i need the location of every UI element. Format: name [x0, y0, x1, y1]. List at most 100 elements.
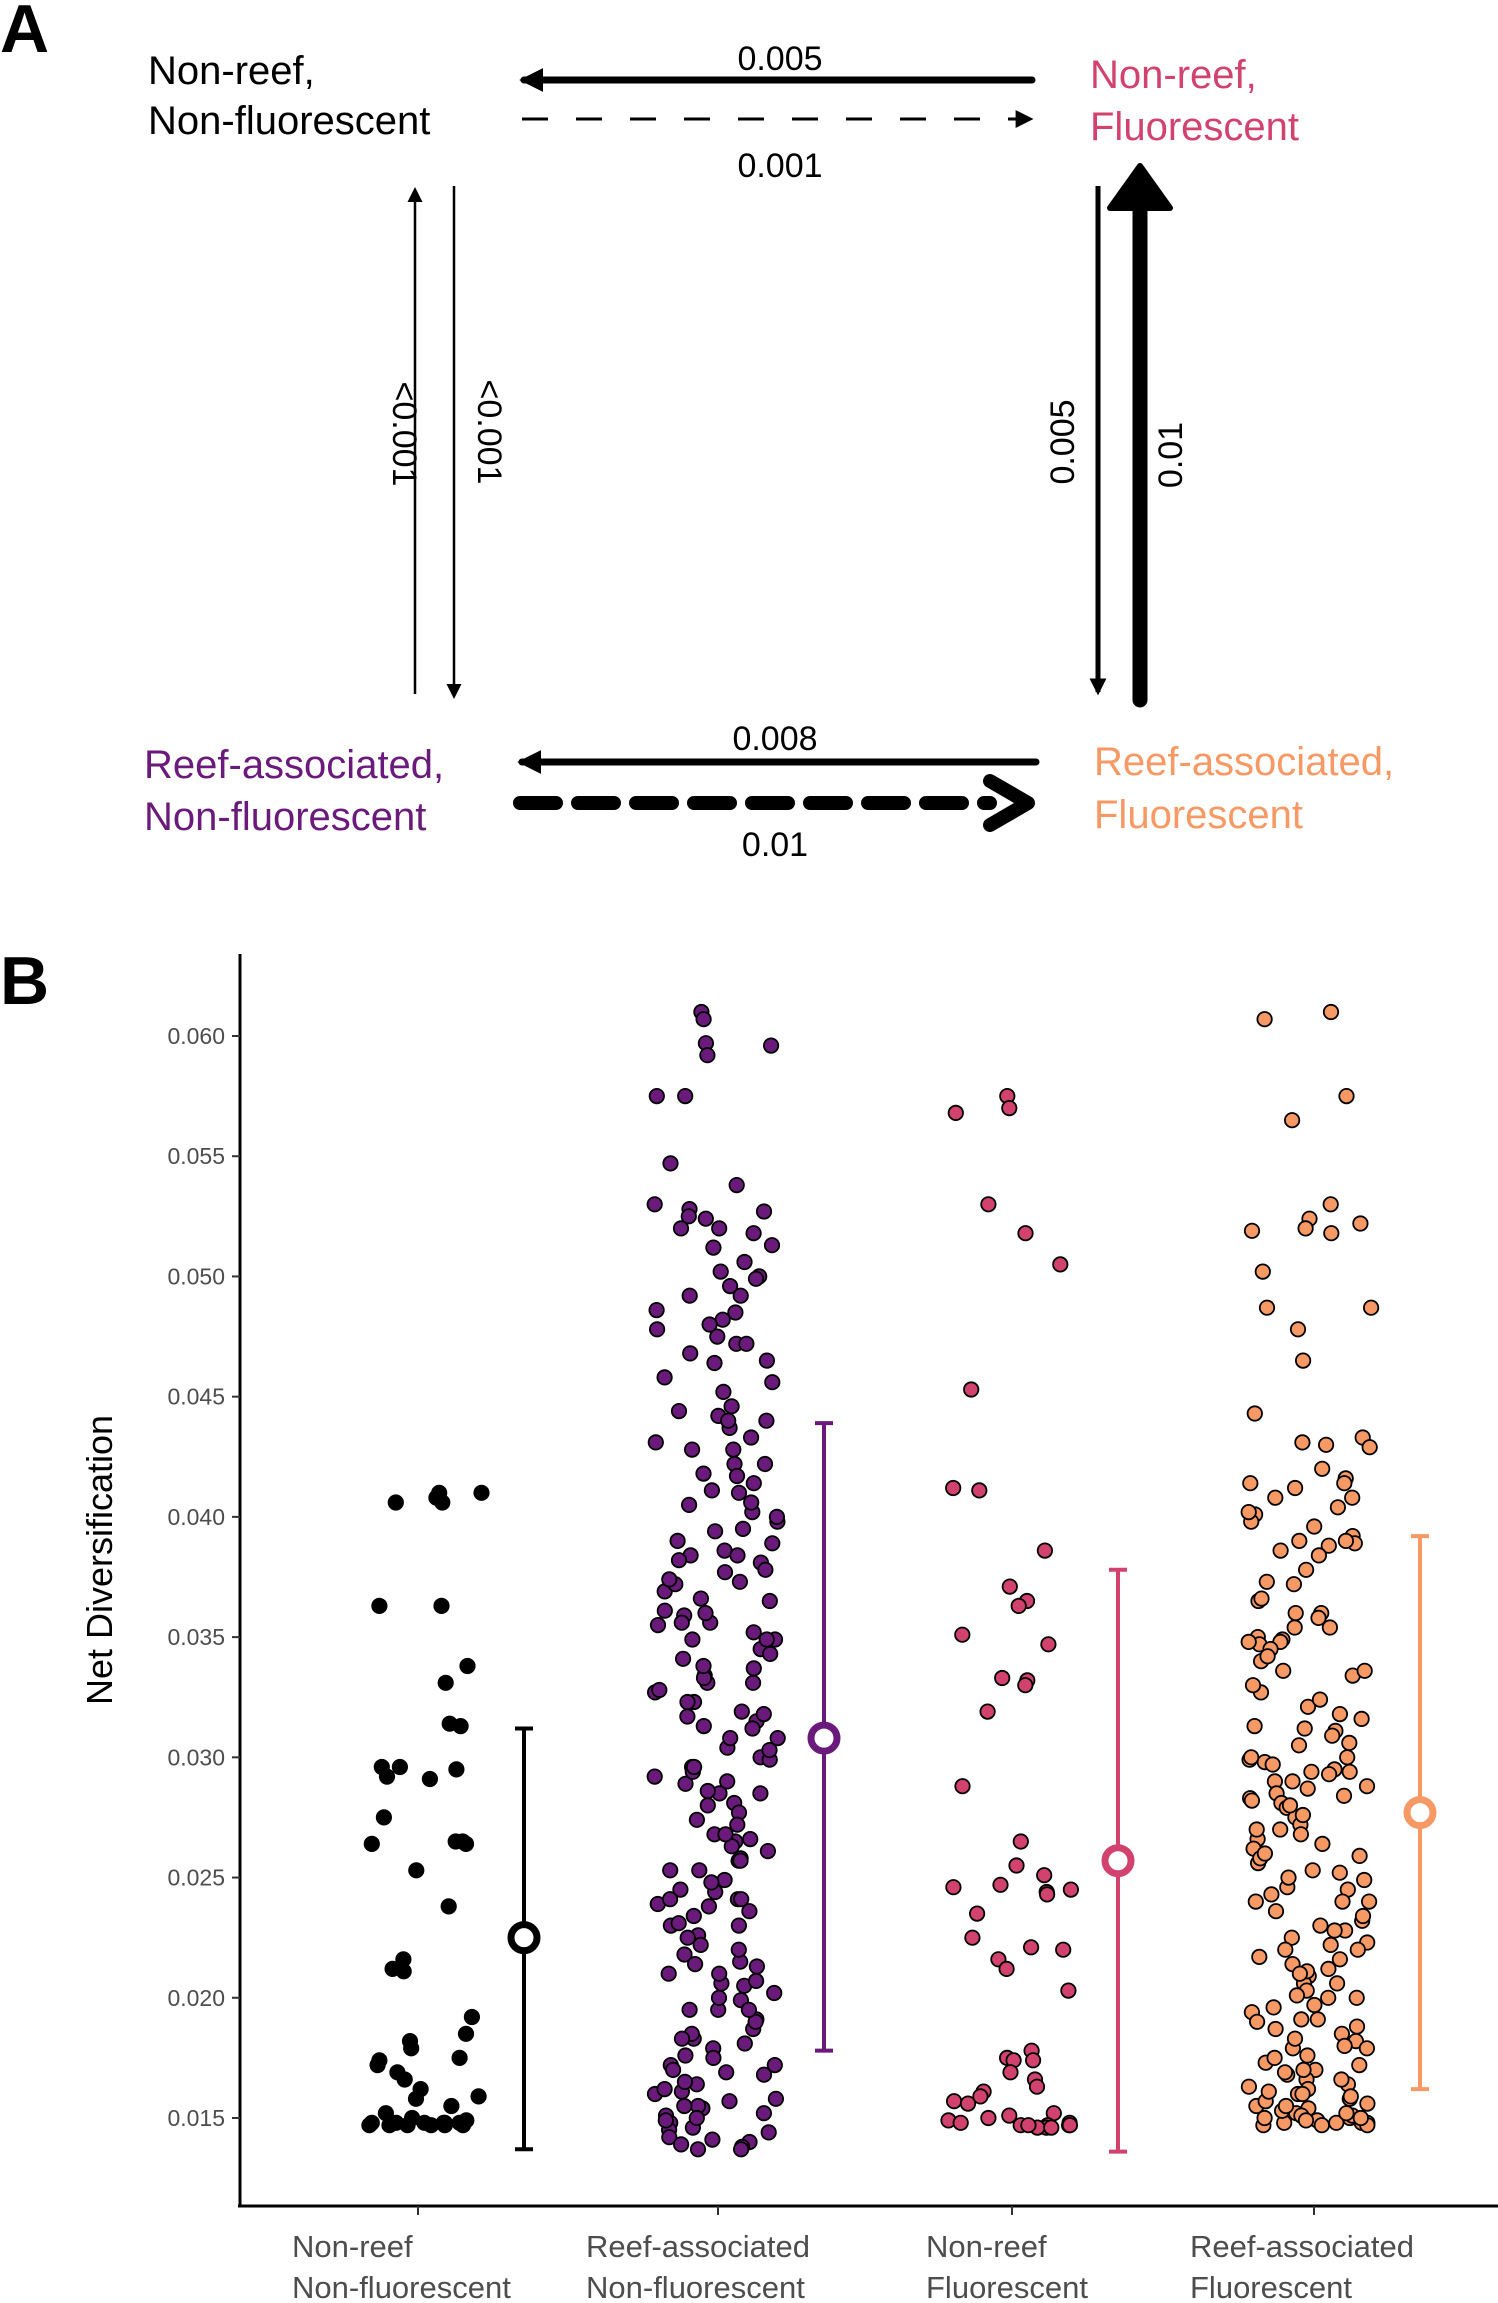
data-point: [1338, 1088, 1355, 1105]
data-point: [1258, 1299, 1276, 1316]
data-point: [769, 1730, 786, 1747]
data-point: [1017, 1677, 1034, 1694]
data-point: [1272, 1821, 1289, 1838]
data-point: [722, 1730, 739, 1747]
data-point: [747, 2013, 764, 2030]
data-point: [945, 1479, 962, 1497]
data-point: [980, 1196, 997, 1213]
data-point: [963, 1381, 980, 1398]
data-point: [672, 2136, 690, 2153]
data-point: [1288, 1987, 1306, 2004]
data-point: [448, 1761, 465, 1778]
data-point: [1036, 1542, 1054, 1559]
data-point: [1297, 2112, 1315, 2129]
data-point: [752, 1785, 769, 1802]
data-point: [716, 1564, 734, 1581]
data-point: [1331, 1706, 1349, 1723]
data-point: [1348, 1989, 1365, 2006]
summary-errorbar: [507, 1726, 541, 2152]
data-point: [695, 1718, 712, 1735]
data-point: [764, 1535, 781, 1552]
data-point: [440, 1898, 457, 1915]
data-point: [709, 1328, 726, 1345]
data-point: [717, 1826, 734, 1843]
data-point: [662, 1155, 679, 1172]
data-point: [1296, 1720, 1313, 1737]
data-point: [766, 1984, 783, 2002]
data-point: [1351, 2057, 1368, 2074]
data-point: [1272, 1542, 1289, 1559]
data-point: [661, 1891, 679, 1908]
data-point: [747, 1270, 765, 1287]
data-point: [1258, 1573, 1275, 1590]
data-point: [757, 1561, 774, 1578]
data-point: [408, 1862, 425, 1879]
data-point: [378, 1768, 396, 1785]
data-point: [1040, 1636, 1057, 1653]
data-point: [1299, 2047, 1316, 2064]
data-point: [755, 1203, 773, 1220]
data-point: [745, 1225, 762, 1242]
data-point: [763, 1237, 781, 1254]
data-point: [743, 1494, 760, 1511]
data-point: [979, 1703, 996, 1720]
data-point: [761, 1742, 778, 1759]
data-point: [736, 2035, 753, 2052]
data-point: [680, 1496, 698, 1514]
data-point: [1243, 1792, 1261, 1809]
data-point: [1010, 1597, 1027, 1615]
data-point: [1323, 1225, 1340, 1242]
data-point: [1256, 2109, 1273, 2127]
data-point: [692, 1936, 709, 1954]
data-point: [670, 1552, 688, 1569]
data-point: [1281, 1797, 1299, 1814]
data-point: [699, 1782, 716, 1800]
x-tick-label-line2: Non-fluorescent: [586, 2270, 805, 2303]
data-point: [1289, 1321, 1307, 1338]
data-point: [1266, 2049, 1283, 2066]
data-point: [679, 1693, 696, 1711]
data-point: [1253, 1590, 1270, 1607]
data-point: [1286, 2030, 1304, 2047]
data-point: [1334, 1893, 1351, 1910]
data-point: [1341, 1734, 1358, 1752]
data-point: [375, 1809, 392, 1826]
data-point: [733, 1891, 750, 1908]
data-point: [745, 1624, 762, 1641]
data-point: [1055, 1941, 1072, 1958]
data-point: [391, 1758, 408, 1776]
data-point: [1331, 1864, 1348, 1881]
data-point: [734, 1520, 752, 1538]
data-point: [720, 1412, 737, 1429]
data-point: [758, 1352, 776, 1369]
data-point: [729, 1816, 746, 1833]
data-point: [683, 1441, 701, 1458]
rate-ranf-to-raf: 0.01: [742, 826, 808, 864]
data-point: [1310, 1547, 1328, 1564]
y-tick-label: 0.045: [167, 1384, 225, 1410]
rate-raf-to-nrf: 0.01: [1152, 422, 1190, 488]
data-point: [721, 1278, 739, 1295]
data-point: [371, 1597, 388, 1615]
data-point: [1320, 1537, 1337, 1554]
data-point: [443, 2097, 460, 2115]
data-point: [959, 2095, 977, 2112]
data-point: [1320, 1960, 1337, 1978]
data-point: [1256, 1011, 1273, 1028]
data-point: [1240, 1504, 1257, 1521]
data-point: [1352, 1215, 1369, 1232]
data-point: [697, 1605, 714, 1622]
data-point: [725, 1441, 742, 1458]
data-point: [1246, 1718, 1263, 1735]
data-point: [1251, 1948, 1268, 1966]
data-point: [1242, 1475, 1259, 1492]
x-tick-label-line1: Non-reef: [292, 2229, 413, 2264]
data-point: [1294, 2085, 1311, 2103]
data-point: [1322, 1003, 1340, 1021]
data-point: [407, 2090, 425, 2107]
data-point: [723, 1398, 740, 1415]
data-point: [1352, 2109, 1369, 2127]
data-point: [470, 2088, 487, 2105]
data-point: [695, 1011, 712, 1028]
series-0: [361, 1484, 490, 2134]
